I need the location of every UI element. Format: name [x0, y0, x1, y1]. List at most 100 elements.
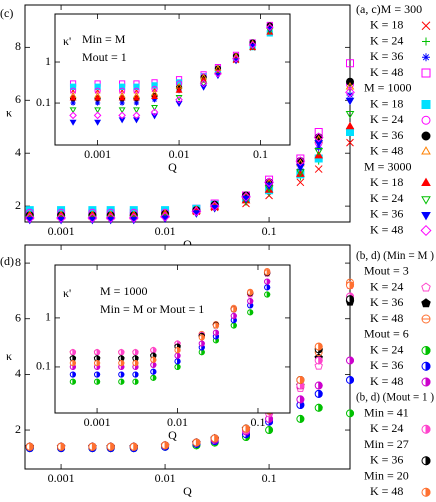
data-point [56, 213, 66, 223]
inset-data-point [119, 87, 126, 94]
inset-data-point [132, 111, 141, 120]
data-point [192, 438, 201, 447]
legend-marker [421, 131, 431, 141]
legend-label: K = 36 [370, 49, 403, 63]
data-point [295, 156, 306, 167]
inset-data-point-part [134, 359, 139, 367]
inset-data-point [132, 349, 139, 356]
data-point-part [214, 434, 219, 443]
x-tick-label: 0.01 [155, 471, 176, 485]
data-point-part [318, 381, 323, 390]
inset-data-point [132, 359, 139, 367]
legend-marker [421, 345, 431, 356]
inset-data-point [132, 378, 139, 385]
y-tick-label: 1 [45, 54, 51, 68]
inset-data-point-part [175, 86, 183, 93]
inset-data-point-part [177, 358, 181, 365]
inset-data-point-part [152, 368, 157, 375]
inset-annotation: Min = M or Mout = 1 [100, 302, 204, 316]
y-tick-label: 0.1 [36, 359, 51, 373]
data-point-part [346, 59, 354, 68]
x-tick-label: 0.001 [84, 415, 111, 429]
inset-data-point-part [265, 23, 274, 32]
legend-marker [421, 282, 431, 292]
y-tick-label: 6 [15, 92, 21, 106]
inset-data-point [69, 119, 77, 126]
inset-data-point-part [266, 284, 271, 291]
y-tick-label: 8 [15, 255, 21, 269]
data-point-part [315, 144, 323, 152]
inset-data-point [247, 309, 254, 316]
inset-data-point [199, 79, 208, 88]
inset-data-point [175, 95, 183, 104]
inset-data-point [248, 41, 257, 49]
data-point [346, 375, 355, 384]
data-point [87, 213, 98, 223]
data-point [346, 356, 355, 365]
inset-data-point-part [69, 111, 77, 120]
data-point [346, 138, 354, 147]
plot-frame [54, 264, 291, 414]
data-point [296, 395, 305, 404]
data-point [25, 442, 34, 451]
y-axis-label: κ [6, 349, 12, 363]
inset-data-point [264, 284, 271, 291]
legend-marker [421, 100, 431, 109]
data-point [106, 442, 115, 451]
data-point-part [314, 165, 323, 173]
x-tick-label: 0.01 [169, 147, 190, 161]
inset-data-point-part [69, 119, 77, 126]
data-point [191, 206, 202, 217]
x-tick-label: 0.001 [84, 147, 111, 161]
data-point-part [346, 91, 354, 99]
data-point [296, 414, 305, 423]
x-tick-label: 0.01 [167, 415, 188, 429]
inset-data-point [69, 371, 76, 378]
y-tick-label: 1 [45, 310, 51, 324]
inset-data-point-part [151, 113, 158, 120]
inset-data-point-part [249, 309, 254, 316]
inset-data-point-part [96, 371, 101, 378]
inset-annotation: M = 1000 [100, 284, 147, 298]
inset-data-point [264, 291, 271, 298]
legend-marker [421, 21, 431, 31]
inset-data-point-part [69, 94, 77, 101]
data-point-part [299, 414, 305, 423]
legend-marker [421, 196, 431, 205]
inset-data-point [94, 119, 102, 126]
inset-data-point-part [72, 371, 76, 378]
inset-data-point [200, 81, 208, 88]
inset-data-point-part [201, 340, 205, 347]
inset-y-axis-label: κ' [63, 286, 71, 300]
inset-data-point-part [232, 54, 240, 63]
inset-data-point [69, 349, 76, 356]
data-point [346, 281, 355, 290]
data-point-part [313, 132, 324, 143]
inset-data-point-part [201, 334, 205, 341]
inset-data-point [94, 87, 101, 94]
inset-data-point-part [266, 291, 271, 298]
data-point [241, 191, 251, 202]
inset-data-point [230, 306, 237, 313]
legend-label: K = 48 [370, 374, 403, 388]
inset-data-point [151, 93, 158, 100]
x-tick-label: 0.001 [48, 224, 75, 238]
data-point-part [345, 110, 355, 119]
inset-data-point-part [133, 94, 140, 101]
legend-group-title: Min = 41 [364, 405, 409, 419]
inset-data-point-part [120, 378, 125, 385]
inset-data-point-part [151, 93, 158, 100]
inset-data-point-part [96, 378, 101, 385]
legend-marker-part [421, 100, 431, 109]
data-point [209, 201, 220, 212]
legend-label: K = 48 [370, 65, 403, 79]
inset-data-point-part [249, 298, 254, 305]
inset-data-point-part [134, 371, 139, 378]
inset-data-point-part [72, 378, 76, 385]
data-point [105, 213, 116, 223]
inset-data-point-part [93, 111, 102, 120]
inset-data-point-part [200, 81, 208, 88]
legend-group-title: M = 3000 [364, 159, 411, 173]
data-point [346, 409, 355, 418]
data-point [314, 361, 323, 370]
